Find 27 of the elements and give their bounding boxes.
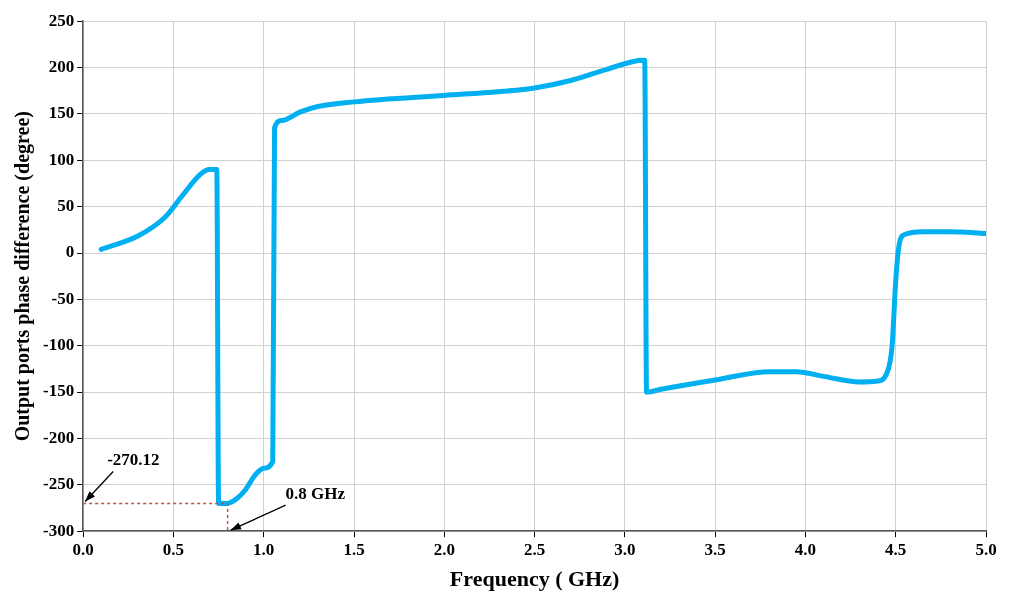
x-tick-label: 3.0 — [614, 539, 636, 559]
x-axis-title: Frequency ( GHz) — [449, 566, 620, 592]
x-tick-label: 2.0 — [433, 539, 455, 559]
x-tick-label: 4.5 — [885, 539, 907, 559]
y-tick-label: 200 — [48, 56, 75, 76]
y-tick-label: 100 — [48, 149, 75, 169]
y-tick-label: 250 — [48, 10, 75, 30]
y-axis-title: Output ports phase difference (degree) — [11, 111, 35, 442]
y-tick-label: -300 — [42, 520, 75, 540]
x-tick-label: 1.5 — [343, 539, 365, 559]
x-tick-label: 0.5 — [162, 539, 185, 559]
y-tick-label: 50 — [57, 196, 75, 216]
y-tick-label: -50 — [51, 288, 75, 308]
x-tick-label: 1.0 — [253, 539, 275, 559]
y-tick-label: -200 — [42, 427, 75, 447]
x-tick-label: 5.0 — [975, 539, 997, 559]
y-tick-label: -250 — [42, 474, 75, 494]
y-tick-label: 0 — [65, 242, 75, 262]
x-tick-label: 3.5 — [704, 539, 726, 559]
annotation: -270.12 — [107, 450, 160, 470]
x-tick-label: 0.0 — [72, 539, 94, 559]
annotation: 0.8 GHz — [285, 484, 346, 504]
y-tick-label: -100 — [42, 335, 75, 355]
y-tick-label: -150 — [42, 381, 75, 401]
x-tick-label: 4.0 — [794, 539, 817, 559]
y-tick-label: 150 — [48, 103, 75, 123]
x-tick-label: 2.5 — [523, 539, 546, 559]
